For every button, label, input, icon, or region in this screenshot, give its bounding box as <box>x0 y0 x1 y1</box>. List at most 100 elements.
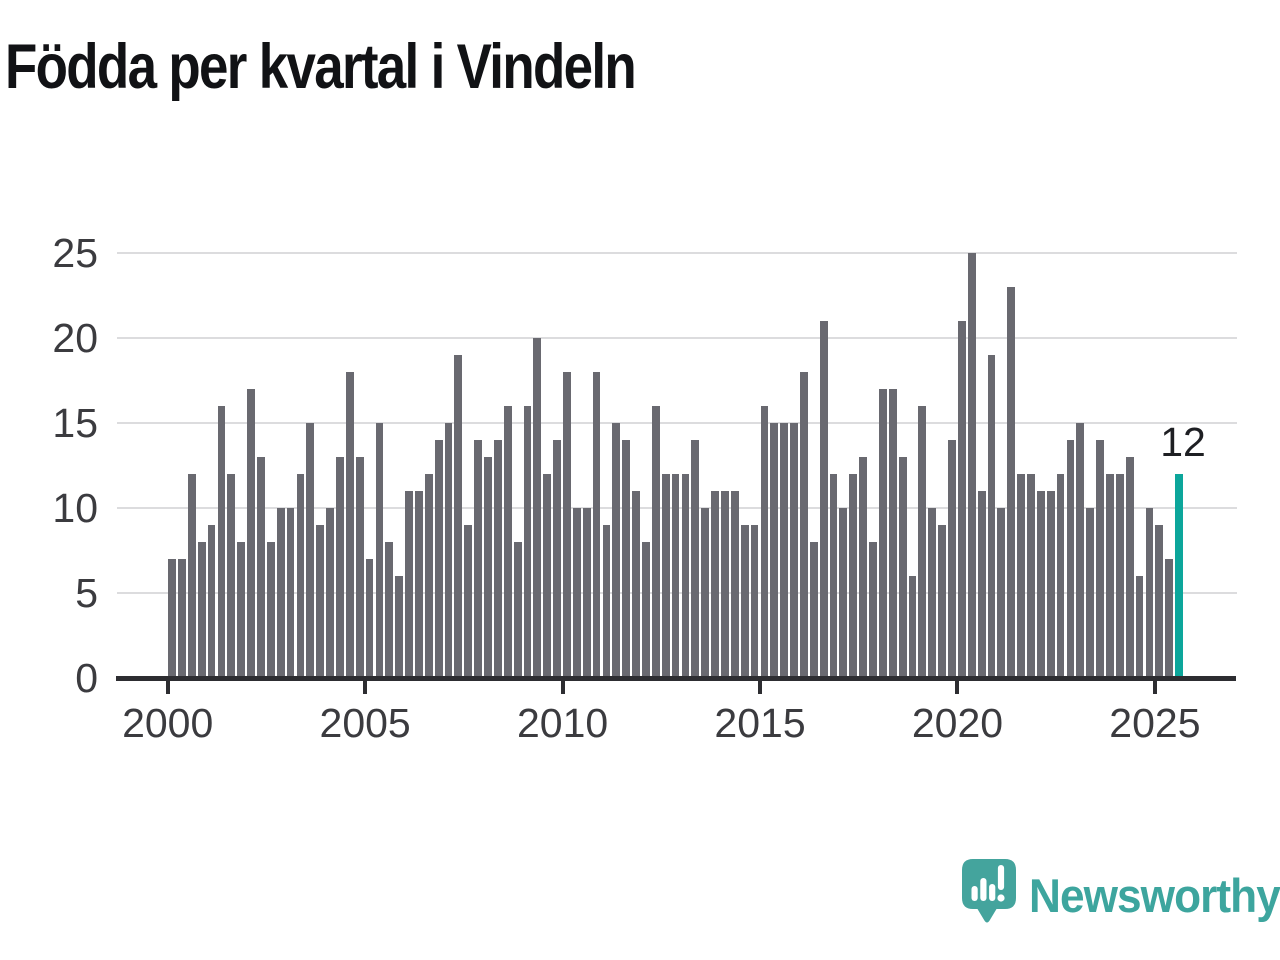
y-axis-tick-label: 0 <box>75 655 98 701</box>
bar <box>711 491 719 678</box>
bar <box>572 508 581 678</box>
gridline-y-20 <box>117 337 1237 339</box>
bar <box>790 423 798 678</box>
bar <box>869 542 877 678</box>
x-axis-tick <box>758 681 763 694</box>
bar <box>237 542 246 678</box>
bar <box>197 542 206 678</box>
bar <box>474 440 483 678</box>
bar <box>1096 440 1104 678</box>
bar <box>296 474 305 678</box>
bar <box>612 423 621 678</box>
bar <box>829 474 838 678</box>
bar <box>967 253 976 678</box>
bar <box>651 406 660 678</box>
bar <box>671 474 680 678</box>
bar <box>809 542 818 678</box>
x-axis-tick-label: 2010 <box>516 700 609 746</box>
bar <box>849 474 858 678</box>
y-axis-tick-label: 15 <box>52 400 98 446</box>
bar <box>316 525 325 678</box>
bar <box>1066 440 1075 678</box>
bar <box>286 508 295 678</box>
bar <box>464 525 473 678</box>
bar <box>928 508 937 678</box>
bar <box>207 525 216 678</box>
bar <box>622 440 631 678</box>
bar <box>365 559 374 678</box>
gridline-y-15 <box>117 422 1237 424</box>
bar <box>987 355 996 678</box>
x-axis-tick <box>1152 681 1157 694</box>
bar <box>740 525 749 678</box>
bar <box>770 423 779 678</box>
bar <box>454 355 463 678</box>
bar <box>563 372 571 678</box>
bar <box>405 491 413 678</box>
bar <box>780 423 789 678</box>
bar <box>1086 508 1095 678</box>
bar <box>375 423 384 678</box>
bar <box>1125 457 1134 678</box>
bar <box>632 491 640 678</box>
bar <box>484 457 492 678</box>
bar <box>385 542 394 678</box>
bar <box>701 508 710 678</box>
bar <box>336 457 344 678</box>
bar <box>592 372 601 678</box>
bar <box>1165 559 1174 678</box>
bar <box>543 474 552 678</box>
x-axis-tick-label: 2015 <box>714 700 806 746</box>
y-axis-tick-label: 10 <box>52 485 98 531</box>
bar <box>908 576 917 678</box>
bar <box>721 491 729 678</box>
bar <box>1056 474 1065 678</box>
bar <box>345 372 354 678</box>
bar <box>938 525 946 678</box>
x-axis-tick <box>165 681 170 694</box>
bar <box>523 406 532 678</box>
bar <box>247 389 255 678</box>
bar <box>257 457 265 678</box>
y-axis-tick-label: 5 <box>75 570 98 616</box>
newsworthy-wordmark: Newsworthy <box>1029 868 1280 922</box>
bar <box>326 508 334 678</box>
bar <box>918 406 927 678</box>
bar <box>503 406 512 678</box>
bar-highlighted <box>1175 474 1183 678</box>
bar <box>661 474 670 678</box>
bar <box>178 559 186 678</box>
x-axis-tick <box>363 681 368 694</box>
bar <box>187 474 196 678</box>
bar <box>533 338 542 678</box>
gridline-y-25 <box>117 252 1237 254</box>
bar <box>859 457 868 678</box>
bar <box>819 321 828 678</box>
bar <box>1155 525 1164 678</box>
bar <box>839 508 848 678</box>
bar <box>1145 508 1154 678</box>
bar <box>424 474 433 678</box>
x-axis-tick-label: 2005 <box>319 700 411 746</box>
bar <box>434 440 443 678</box>
bar <box>1007 287 1016 678</box>
bar <box>217 406 226 678</box>
bar <box>957 321 966 678</box>
bar <box>888 389 897 678</box>
newsworthy-logo: Newsworthy <box>961 858 1280 932</box>
bar <box>750 525 759 678</box>
x-axis-tick <box>955 681 960 694</box>
bar <box>395 576 404 678</box>
bar <box>553 440 561 678</box>
speech-bubble-bar-chart-icon <box>962 859 1016 923</box>
bar <box>730 491 739 678</box>
bar <box>760 406 769 678</box>
bar <box>642 542 650 678</box>
bar <box>227 474 236 678</box>
bar <box>513 542 522 678</box>
x-axis-tick-label: 2000 <box>122 700 214 746</box>
bar <box>898 457 907 678</box>
bar <box>1017 474 1025 678</box>
bar <box>1076 423 1085 678</box>
